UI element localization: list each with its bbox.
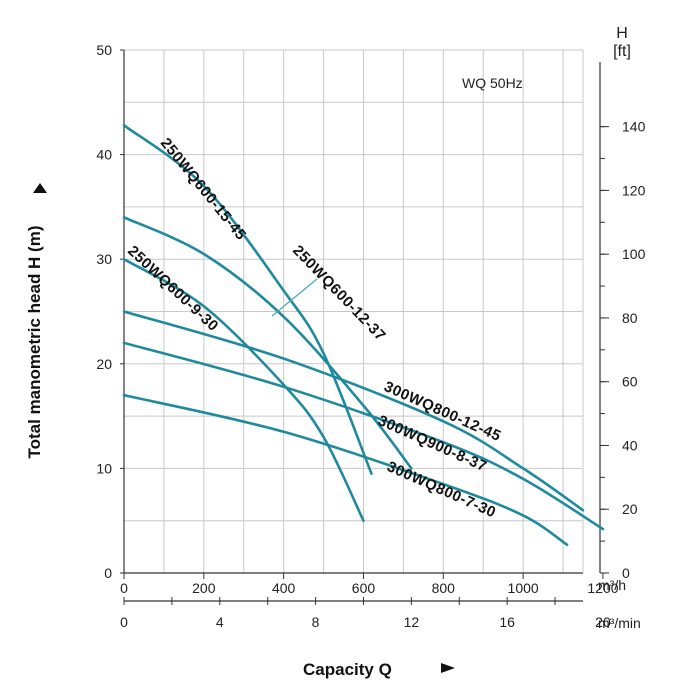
x-tick-label: 0 [120, 580, 128, 596]
x2-tick-label: 4 [216, 614, 224, 630]
x-tick-label: 200 [192, 580, 216, 596]
right-tick-label: 20 [622, 501, 638, 517]
right-tick-label: 80 [622, 310, 638, 326]
x-unit-secondary: m³/min [598, 615, 641, 631]
y-tick-label: 0 [104, 565, 112, 581]
right-tick-label: 60 [622, 374, 638, 390]
x2-tick-label: 8 [312, 614, 320, 630]
curve-250WQ600-9-30 [122, 257, 365, 522]
x-tick-label: 400 [272, 580, 296, 596]
x-tick-label: 1200 [587, 580, 618, 596]
curve-label-leader-line [271, 278, 318, 317]
y-tick-label: 10 [96, 460, 112, 476]
curve-250WQ600-15-45 [122, 124, 373, 475]
x2-tick-label: 0 [120, 614, 128, 630]
right-axis-title: H [616, 25, 628, 42]
right-tick-label: 140 [622, 119, 646, 135]
curve-300WQ800-7-30 [122, 393, 569, 547]
y-tick-label: 30 [96, 251, 112, 267]
right-tick-label: 100 [622, 246, 646, 262]
y-tick-label: 20 [96, 356, 112, 372]
x-axis-title: Capacity Q [303, 660, 392, 679]
x2-tick-label: 16 [499, 614, 515, 630]
curve-300WQ900-8-37 [122, 341, 605, 531]
right-tick-label: 40 [622, 437, 638, 453]
curves [122, 124, 605, 547]
x-axis-arrow-icon [441, 663, 455, 673]
chart-annotation: WQ 50Hz [462, 75, 523, 91]
y-axis-title: Total manometric head H (m) [25, 226, 44, 459]
y-axis-arrow-icon [33, 183, 47, 193]
x-tick-label: 800 [432, 580, 456, 596]
grid [124, 49, 583, 573]
x2-tick-label: 20 [595, 614, 611, 630]
right-tick-label: 0 [622, 565, 630, 581]
x-unit-primary: m³/h [598, 577, 626, 593]
curve-250WQ600-12-37 [122, 216, 413, 470]
curve-300WQ800-12-45 [122, 310, 585, 512]
right-axis-unit: [ft] [613, 43, 631, 60]
x-tick-label: 600 [352, 580, 376, 596]
x-tick-label: 1000 [508, 580, 539, 596]
right-tick-label: 120 [622, 182, 646, 198]
x2-tick-label: 12 [404, 614, 420, 630]
y-tick-label: 50 [96, 42, 112, 58]
y-tick-label: 40 [96, 147, 112, 163]
